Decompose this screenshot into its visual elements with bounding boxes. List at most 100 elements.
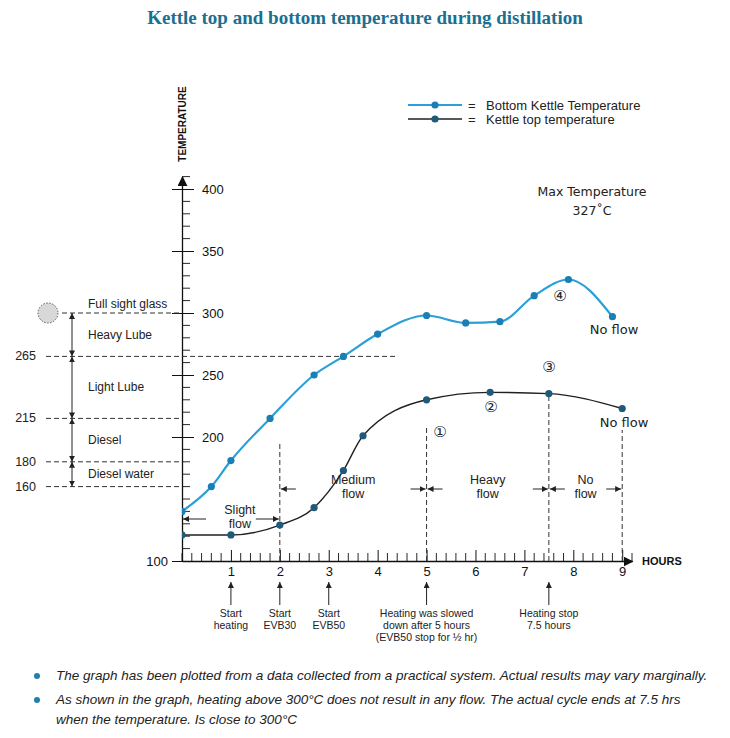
y-axis: 100200250300350400 bbox=[146, 177, 223, 569]
event-arrow bbox=[279, 582, 280, 605]
phase-boundary bbox=[548, 395, 549, 561]
note-text: As shown in the graph, heating above 300… bbox=[56, 692, 681, 727]
minor-tick bbox=[534, 553, 535, 561]
annotation: 327˚C bbox=[573, 203, 612, 218]
annotations: ①②③④Max Temperature327˚CNo flowNo flow bbox=[433, 184, 648, 441]
x-tick-label: 4 bbox=[375, 564, 382, 579]
series-marker bbox=[340, 353, 347, 360]
phase-arrow bbox=[533, 489, 548, 490]
minor-tick bbox=[182, 399, 190, 400]
phase-label: flow bbox=[477, 487, 500, 501]
x-tick-label: 2 bbox=[277, 564, 284, 579]
x-tick-label: 5 bbox=[423, 564, 430, 579]
x-tick: 5 bbox=[423, 550, 430, 579]
minor-tick bbox=[348, 553, 349, 561]
minor-tick bbox=[583, 553, 584, 561]
minor-tick bbox=[455, 553, 456, 561]
series-marker bbox=[340, 467, 347, 474]
event-label: Heating was slowed bbox=[380, 607, 474, 619]
notes: The graph has been plotted from a data c… bbox=[34, 666, 714, 734]
level-value: 180 bbox=[15, 455, 36, 469]
annotation: Max Temperature bbox=[538, 184, 647, 199]
series-marker bbox=[496, 318, 503, 325]
event-label: Start bbox=[269, 607, 291, 619]
y-tick-mark bbox=[172, 189, 194, 190]
minor-tick bbox=[182, 461, 190, 462]
minor-tick bbox=[182, 412, 190, 413]
series-marker bbox=[374, 330, 381, 337]
band-label: Diesel bbox=[88, 433, 121, 447]
phase-label: flow bbox=[342, 487, 365, 501]
minor-tick bbox=[182, 337, 190, 338]
minor-tick bbox=[182, 325, 190, 326]
x-tick: 4 bbox=[375, 550, 382, 579]
series-marker bbox=[545, 390, 552, 397]
phase-arrow bbox=[281, 489, 296, 490]
chart-container: Kettle top and bottom temperature during… bbox=[0, 0, 730, 664]
x-axis: 123456789 bbox=[183, 550, 633, 579]
minor-tick bbox=[602, 553, 603, 561]
level-value: 160 bbox=[15, 480, 36, 494]
x-tick: 8 bbox=[570, 550, 577, 579]
series-marker bbox=[619, 405, 626, 412]
series-marker bbox=[423, 312, 430, 319]
x-tick: 2 bbox=[277, 550, 284, 579]
minor-tick bbox=[182, 362, 190, 363]
series-marker bbox=[462, 319, 469, 326]
series-marker bbox=[359, 432, 366, 439]
event-label: EVB50 bbox=[312, 619, 345, 631]
x-tick-mark bbox=[524, 550, 525, 561]
y-tick-label: 200 bbox=[202, 430, 224, 445]
legend: =Bottom Kettle Temperature=Kettle top te… bbox=[408, 98, 640, 127]
event-arrow bbox=[230, 582, 231, 605]
note-text: The graph has been plotted from a data c… bbox=[56, 668, 707, 683]
minor-tick bbox=[485, 553, 486, 561]
series-marker bbox=[487, 389, 494, 396]
note: As shown in the graph, heating above 300… bbox=[34, 690, 714, 730]
minor-tick bbox=[416, 553, 417, 561]
level-label: Full sight glass bbox=[88, 297, 167, 311]
annotation: ③ bbox=[542, 358, 555, 376]
phase-boundary bbox=[426, 425, 427, 561]
y-tick-label: 350 bbox=[202, 244, 224, 259]
minor-tick bbox=[563, 553, 564, 561]
event-label: (EVB50 stop for ½ hr) bbox=[376, 631, 478, 643]
legend-separator: = bbox=[468, 112, 476, 127]
minor-tick bbox=[309, 553, 310, 561]
sight-glass-icon bbox=[38, 303, 58, 323]
minor-tick bbox=[182, 387, 190, 388]
phase-boundary bbox=[279, 443, 280, 561]
minor-tick bbox=[260, 553, 261, 561]
phases: SlightflowMediumflowHeavyflowNoflow bbox=[183, 395, 622, 561]
minor-tick bbox=[436, 553, 437, 561]
series-marker bbox=[227, 531, 234, 538]
minor-tick bbox=[446, 553, 447, 561]
series-marker bbox=[609, 313, 616, 320]
minor-tick bbox=[182, 499, 190, 500]
minor-tick bbox=[465, 553, 466, 561]
phase-arrow bbox=[411, 489, 426, 490]
series-marker bbox=[227, 457, 234, 464]
y-tick: 300 bbox=[172, 306, 224, 321]
minor-tick bbox=[318, 553, 319, 561]
events: StartheatingStartEVB30StartEVB50Heating … bbox=[214, 582, 579, 643]
series-line bbox=[182, 280, 612, 512]
minor-tick bbox=[182, 449, 190, 450]
minor-tick bbox=[182, 238, 190, 239]
band-label: Light Lube bbox=[88, 380, 144, 394]
minor-tick bbox=[182, 275, 190, 276]
minor-tick bbox=[495, 553, 496, 561]
series-line bbox=[182, 392, 622, 535]
level-line bbox=[46, 461, 182, 462]
legend-label: Kettle top temperature bbox=[486, 112, 615, 127]
phase-label: flow bbox=[229, 517, 252, 531]
series-marker bbox=[276, 521, 283, 528]
minor-tick bbox=[182, 523, 190, 524]
minor-tick bbox=[358, 553, 359, 561]
minor-tick bbox=[299, 553, 300, 561]
minor-tick bbox=[407, 553, 408, 561]
minor-tick bbox=[182, 213, 190, 214]
minor-tick bbox=[240, 553, 241, 561]
y-tick-label: 250 bbox=[202, 368, 224, 383]
annotation: ② bbox=[484, 398, 497, 416]
